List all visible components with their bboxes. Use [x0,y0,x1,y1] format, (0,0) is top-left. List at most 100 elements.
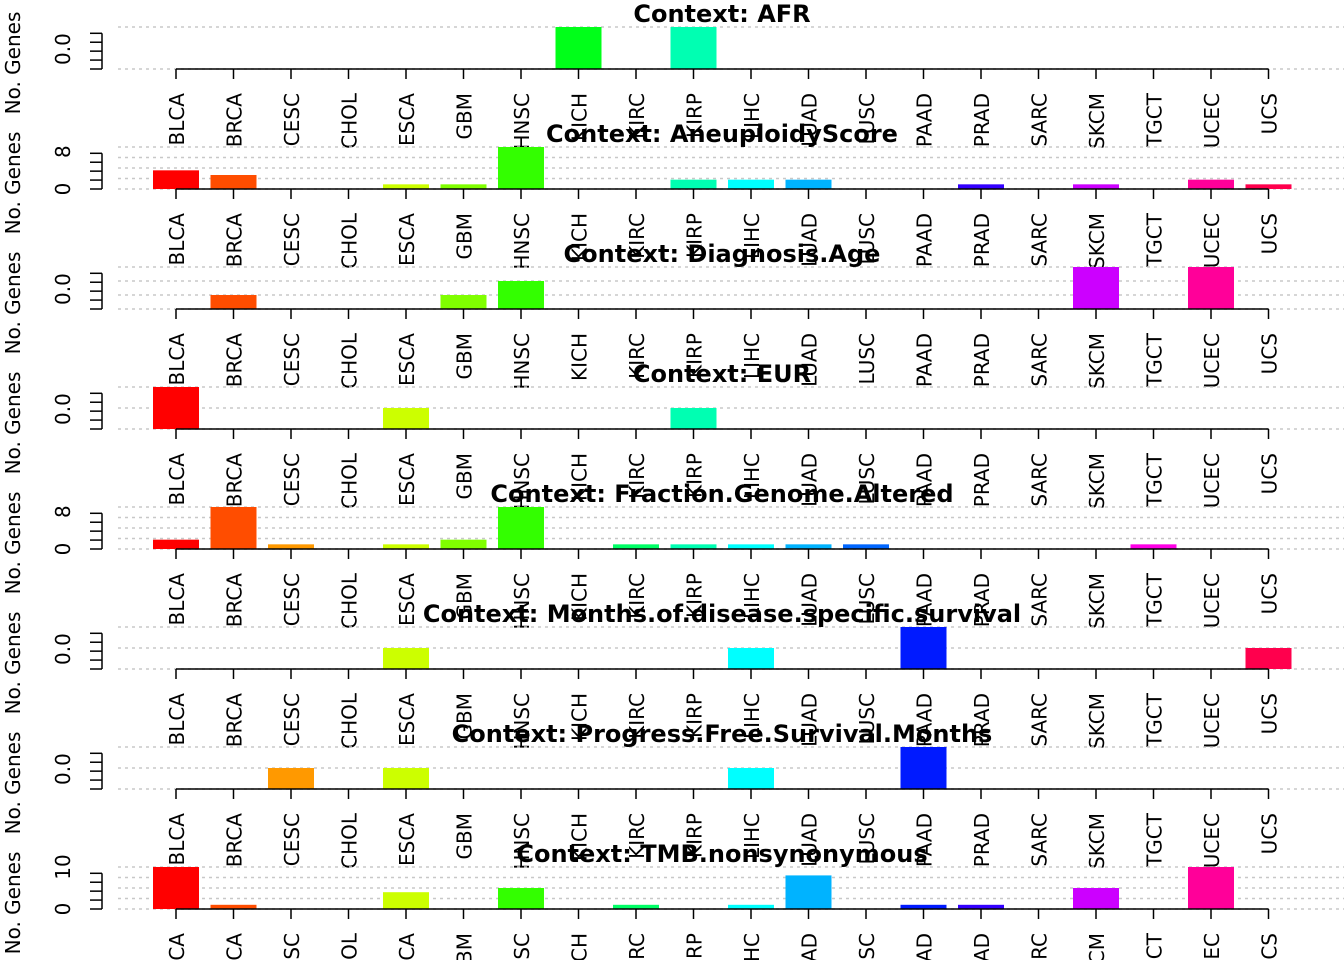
x-tick-label-ucec: UCEC [1200,813,1224,868]
bar-lihc [728,544,774,549]
x-tick-label-ucec: UCEC [1200,333,1224,388]
panel-1: No. Genes 0.0 BLCA BRCA CESC CHOL ESCA GBM HNSC K… [1,0,1344,150]
x-tick-label-ucs: UCS [1258,93,1282,134]
bar-blca [153,867,199,909]
x-tick-label-lusc: LUSC [855,693,879,744]
x-tick-label-chol: CHOL [338,692,362,749]
x-tick-label-blca: BLCA [165,333,189,386]
bar-lihc [728,768,774,789]
y-tick-label: 0.0 [51,393,75,425]
x-tick-label-kich: KICH [568,813,592,861]
x-tick-label-skcm: SKCM [1085,333,1109,389]
x-tick-label-lusc: LUSC [855,813,879,864]
x-tick-label-gbm: GBM [453,93,477,139]
x-tick-label-skcm: SKCM [1085,573,1109,629]
x-tick-label-lihc: LIHC [740,93,764,139]
x-tick-label-esca: ESCA [395,813,419,866]
x-tick-label-gbm: GBM [453,573,477,619]
x-tick-label-skcm: SKCM [1085,933,1109,960]
panel-4: No. Genes 0.0 BLCA BRCA CESC CHOL ESCA GBM HNSC K… [1,360,1344,510]
x-tick-label-gbm: GBM [453,933,477,960]
x-tick-label-cesc: CESC [280,213,304,266]
bar-ucec [1188,267,1234,309]
x-tick-label-lusc: LUSC [855,573,879,624]
x-tick-label-prad: PRAD [970,453,994,507]
x-tick-label-brca: BRCA [223,93,247,148]
y-axis-label: No. Genes [1,252,25,355]
x-tick-label-tgct: TGCT [1143,92,1167,148]
x-tick-label-kich: KICH [568,453,592,501]
x-tick-label-brca: BRCA [223,213,247,268]
x-tick-label-ucec: UCEC [1200,693,1224,748]
y-axis-label: No. Genes [1,132,25,235]
bar-cesc [268,768,314,789]
x-tick-label-lihc: LIHC [740,573,764,619]
x-tick-label-ucs: UCS [1258,693,1282,734]
bar-paad [900,904,947,909]
x-tick-label-sarc: SARC [1028,573,1052,627]
x-tick-label-hnsc: HNSC [510,213,534,270]
x-tick-label-chol: CHOL [338,932,362,960]
x-tick-label-luad: LUAD [798,213,822,267]
x-tick-label-cesc: CESC [280,333,304,386]
x-tick-label-kich: KICH [568,693,592,741]
y-axis-label: No. Genes [1,612,25,715]
bar-esca [383,892,429,909]
x-tick-label-kich: KICH [568,93,592,141]
panel-title: Context: Fraction.Genome.Altered [490,480,953,508]
x-tick-label-lihc: LIHC [740,693,764,739]
x-tick-label-blca: BLCA [165,933,189,960]
x-tick-label-lihc: LIHC [740,453,764,499]
x-tick-label-chol: CHOL [338,212,362,269]
x-tick-label-chol: CHOL [338,92,362,149]
x-tick-label-kirp: KIRP [683,453,707,498]
bar-skcm [1073,184,1119,189]
bar-gbm [440,539,487,549]
x-tick-label-prad: PRAD [970,93,994,147]
x-tick-label-luad: LUAD [798,333,822,387]
y-tick-label: 10 [51,854,75,879]
x-tick-label-paad: PAAD [913,453,937,507]
bar-blca [153,170,199,189]
x-tick-label-sarc: SARC [1028,93,1052,147]
x-tick-label-cesc: CESC [280,693,304,746]
bar-luad [785,875,832,909]
bar-brca [210,295,257,309]
x-tick-label-kirp: KIRP [683,93,707,138]
bar-kirp [670,27,717,69]
x-tick-label-tgct: TGCT [1143,212,1167,268]
bar-ucec [1188,179,1234,189]
y-axis-label: No. Genes [1,12,25,115]
bar-kirp [670,408,717,429]
x-tick-label-prad: PRAD [970,813,994,867]
x-tick-label-ucs: UCS [1258,813,1282,854]
x-tick-label-luad: LUAD [798,813,822,867]
x-tick-label-paad: PAAD [913,213,937,267]
y-tick-label: 0 [51,903,75,916]
x-tick-label-hnsc: HNSC [510,453,534,510]
bar-blca [153,387,199,429]
x-tick-label-prad: PRAD [970,573,994,627]
x-tick-label-lusc: LUSC [855,93,879,144]
bar-hnsc [498,147,544,189]
bar-esca [383,408,429,429]
bar-hnsc [498,281,544,309]
x-tick-label-ucs: UCS [1258,933,1282,960]
y-tick-label: 8 [51,145,75,158]
x-tick-label-kirp: KIRP [683,693,707,738]
bar-prad [958,184,1004,189]
x-tick-label-gbm: GBM [453,333,477,379]
panel-title: Context: Progress.Free.Survival.Months [452,720,993,748]
bar-kirp [670,179,717,189]
y-tick-label: 0.0 [51,633,75,665]
x-tick-label-kirc: KIRC [625,573,649,619]
x-tick-label-gbm: GBM [453,693,477,739]
x-tick-label-brca: BRCA [223,933,247,960]
x-tick-label-skcm: SKCM [1085,693,1109,749]
x-tick-label-hnsc: HNSC [510,333,534,390]
x-tick-label-prad: PRAD [970,333,994,387]
bar-gbm [440,295,487,309]
bar-gbm [440,184,487,189]
x-tick-label-lihc: LIHC [740,213,764,259]
x-tick-label-tgct: TGCT [1143,572,1167,628]
